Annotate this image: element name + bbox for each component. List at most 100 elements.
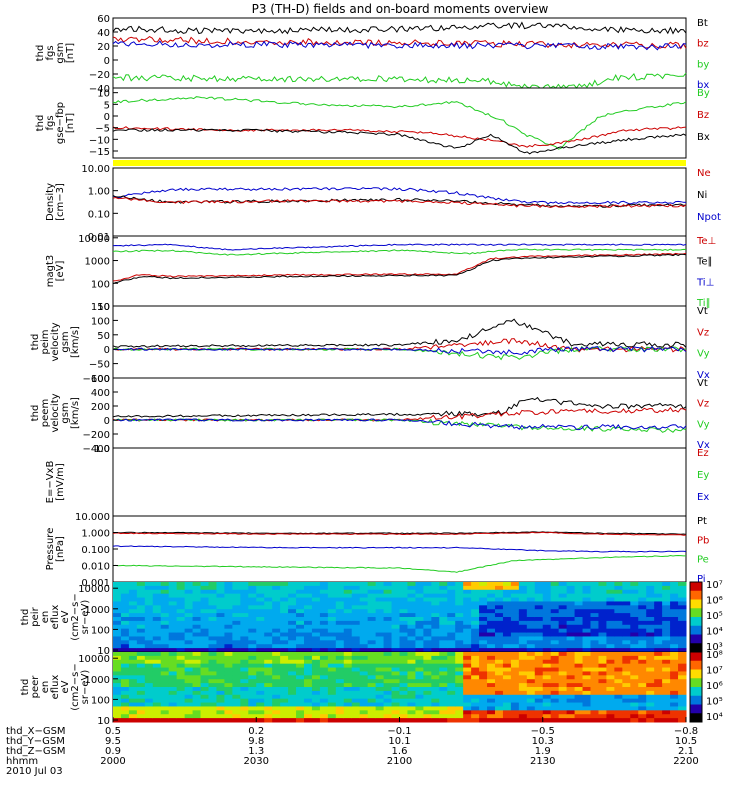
spectrogram-cell — [678, 617, 687, 622]
spectrogram-cell — [463, 718, 472, 723]
spectrogram-cell — [176, 694, 186, 700]
spectrogram-cell — [272, 613, 281, 618]
spectrogram-cell — [479, 593, 488, 599]
spectrogram-cell — [311, 667, 321, 672]
spectrogram-cell — [280, 620, 289, 626]
spectrogram-cell — [391, 582, 400, 587]
series-line-Te⊥ — [112, 252, 687, 282]
spectrogram-cell — [566, 706, 576, 711]
spectrogram-cell — [136, 632, 146, 637]
spectrogram-cell — [192, 663, 202, 669]
spectrogram-cell — [120, 628, 130, 634]
spectrogram-cell — [184, 636, 194, 641]
spectrogram-cell — [208, 690, 217, 696]
spectrogram-cell — [152, 706, 162, 711]
spectrogram-cell — [447, 605, 456, 610]
spectrogram-cell — [232, 683, 241, 688]
spectrogram-cell — [232, 593, 241, 599]
y-tick-label: 10000 — [78, 654, 110, 665]
spectrogram-cell — [415, 710, 424, 715]
spectrogram-cell — [176, 714, 186, 719]
spectrogram-cell — [439, 648, 448, 653]
spectrogram-cell — [534, 663, 544, 669]
spectrogram-cell — [598, 655, 607, 661]
spectrogram-cell — [550, 702, 560, 707]
spectrogram-cell — [375, 706, 385, 711]
spectrogram-cell — [622, 655, 631, 661]
spectrogram-cell — [598, 671, 607, 676]
spectrogram-cell — [367, 690, 377, 696]
spectrogram-cell — [319, 617, 329, 622]
spectrogram-cell — [654, 597, 663, 602]
spectrogram-cell — [510, 679, 520, 684]
spectrogram-cell — [502, 663, 512, 669]
spectrogram-cell — [208, 597, 217, 602]
spectrogram-cell — [375, 718, 385, 723]
spectrogram-cell — [359, 675, 369, 680]
spectrogram-cell — [184, 675, 194, 680]
spectrogram-cell — [296, 714, 305, 719]
spectrogram-cell — [216, 640, 225, 645]
spectrogram-cell — [654, 636, 663, 641]
spectrogram-cell — [280, 589, 289, 595]
spectrogram-cell — [431, 632, 440, 637]
spectrogram-cell — [128, 667, 138, 672]
spectrogram-cell — [646, 679, 655, 684]
spectrogram-cell — [359, 655, 369, 661]
spectrogram-cell — [471, 624, 480, 630]
spectrogram-cell — [399, 585, 408, 591]
spectrogram-cell — [288, 659, 297, 665]
spectrogram-cell — [399, 663, 408, 669]
spectrogram-cell — [646, 648, 655, 653]
spectrogram-cell — [614, 663, 623, 669]
spectrogram-cell — [264, 597, 273, 602]
spectrogram-cell — [351, 671, 361, 676]
legend-Bz: Bz — [697, 110, 709, 121]
spectrogram-cell — [455, 710, 464, 715]
colorbar-segment — [690, 713, 702, 723]
spectrogram-cell — [455, 683, 464, 688]
spectrogram-cell — [232, 582, 241, 587]
spectrogram-cell — [534, 585, 544, 591]
y-axis-label: thd — [20, 609, 31, 626]
spectrogram-cell — [391, 597, 400, 602]
y-tick-label: 1000 — [85, 257, 110, 268]
spectrogram-cell — [248, 617, 257, 622]
spectrogram-cell — [113, 663, 122, 669]
spectrogram-cell — [431, 710, 440, 715]
panel-frame — [112, 377, 687, 449]
spectrogram-cell — [232, 605, 241, 610]
spectrogram-cell — [192, 690, 202, 696]
spectrogram-cell — [343, 671, 353, 676]
spectrogram-cell — [319, 679, 329, 684]
spectrogram-cell — [351, 687, 361, 692]
spectrogram-cell — [367, 710, 377, 715]
spectrogram-cell — [622, 702, 631, 707]
spectrogram-cell — [136, 644, 146, 649]
spectrogram-cell — [598, 679, 607, 684]
spectrogram-cell — [113, 632, 122, 637]
spectrogram-cell — [534, 659, 544, 665]
spectrogram-cell — [502, 648, 512, 653]
spectrogram-cell — [248, 644, 257, 649]
spectrogram-cell — [208, 706, 217, 711]
spectrogram-cell — [176, 632, 186, 637]
spectrogram-cell — [192, 698, 202, 704]
y-axis-label: thd — [20, 679, 31, 696]
spectrogram-cell — [256, 640, 265, 645]
spectrogram-cell — [232, 589, 241, 595]
y-axis-label: E=−VxB — [45, 461, 56, 504]
spectrogram-cell — [351, 694, 361, 700]
spectrogram-cell — [439, 683, 448, 688]
spectrogram-cell — [574, 628, 584, 634]
spectrogram-cell — [598, 706, 607, 711]
spectrogram-cell — [319, 628, 329, 634]
spectrogram-cell — [502, 667, 512, 672]
y-axis-label: peim — [40, 329, 51, 354]
spectrogram-cell — [359, 690, 369, 696]
spectrogram-cell — [646, 675, 655, 680]
spectrogram-cell — [272, 628, 281, 634]
spectrogram-cell — [606, 718, 615, 723]
spectrogram-cell — [415, 671, 424, 676]
spectrogram-cell — [678, 675, 687, 680]
